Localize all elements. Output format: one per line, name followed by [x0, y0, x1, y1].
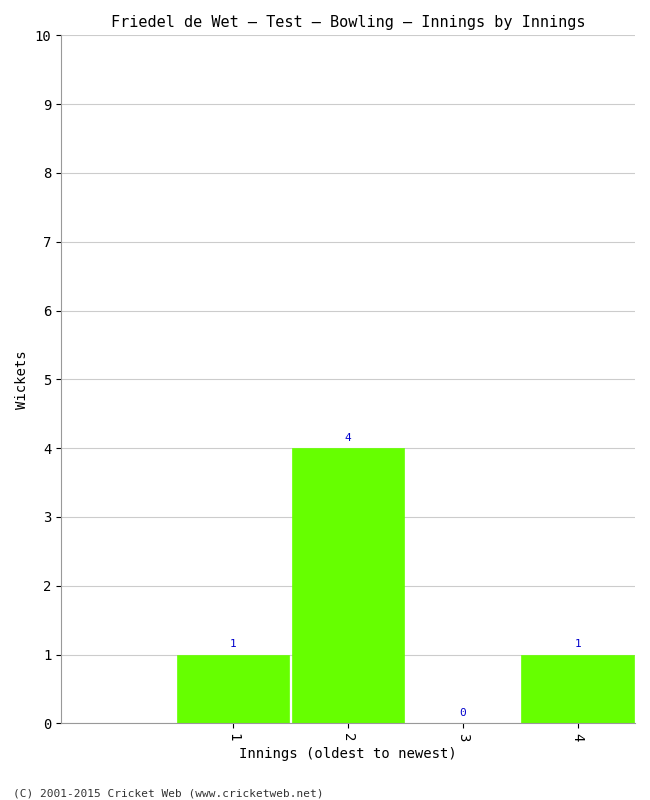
Title: Friedel de Wet – Test – Bowling – Innings by Innings: Friedel de Wet – Test – Bowling – Inning… [111, 15, 585, 30]
Bar [521, 654, 634, 723]
Text: 4: 4 [344, 433, 352, 442]
Bar [177, 654, 289, 723]
Text: (C) 2001-2015 Cricket Web (www.cricketweb.net): (C) 2001-2015 Cricket Web (www.cricketwe… [13, 788, 324, 798]
Y-axis label: Wickets: Wickets [15, 350, 29, 409]
Text: 0: 0 [460, 708, 466, 718]
Text: 1: 1 [230, 639, 237, 649]
X-axis label: Innings (oldest to newest): Innings (oldest to newest) [239, 747, 457, 761]
Bar [292, 448, 404, 723]
Text: 1: 1 [574, 639, 581, 649]
